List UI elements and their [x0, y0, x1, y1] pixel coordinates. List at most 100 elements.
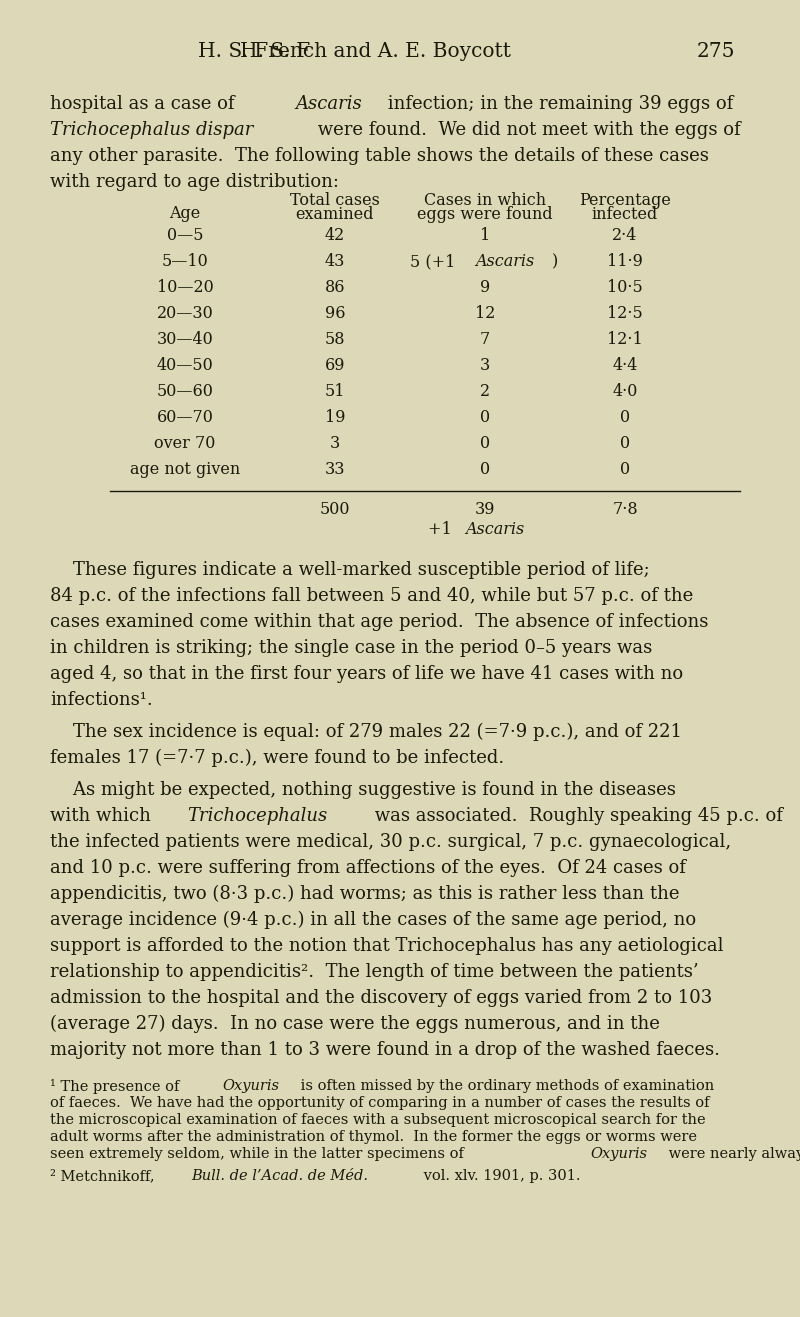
- Text: in children is striking; the single case in the period 0–5 years was: in children is striking; the single case…: [50, 639, 652, 657]
- Text: average incidence (9·4 p.c.) in all the cases of the same age period, no: average incidence (9·4 p.c.) in all the …: [50, 911, 696, 930]
- Text: examined: examined: [296, 205, 374, 223]
- Text: 69: 69: [325, 357, 346, 374]
- Text: adult worms after the administration of thymol.  In the former the eggs or worms: adult worms after the administration of …: [50, 1130, 697, 1144]
- Text: 2·4: 2·4: [612, 227, 638, 244]
- Text: appendicitis, two (8·3 p.c.) had worms; as this is rather less than the: appendicitis, two (8·3 p.c.) had worms; …: [50, 885, 679, 903]
- Text: 12: 12: [475, 306, 495, 321]
- Text: Percentage: Percentage: [579, 192, 671, 209]
- Text: is often missed by the ordinary methods of examination: is often missed by the ordinary methods …: [297, 1079, 714, 1093]
- Text: admission to the hospital and the discovery of eggs varied from 2 to 103: admission to the hospital and the discov…: [50, 989, 712, 1008]
- Text: 275: 275: [697, 42, 735, 61]
- Text: eggs were found: eggs were found: [417, 205, 553, 223]
- Text: Oxyuris: Oxyuris: [590, 1147, 647, 1162]
- Text: with which: with which: [50, 807, 157, 824]
- Text: age not given: age not given: [130, 461, 240, 478]
- Text: Bull. de l’Acad. de Méd.: Bull. de l’Acad. de Méd.: [191, 1169, 368, 1183]
- Text: relationship to appendicitis².  The length of time between the patients’: relationship to appendicitis². The lengt…: [50, 963, 698, 981]
- Text: 51: 51: [325, 383, 346, 400]
- Text: Cases in which: Cases in which: [424, 192, 546, 209]
- Text: vol. xlv. 1901, p. 301.: vol. xlv. 1901, p. 301.: [419, 1169, 581, 1183]
- Text: aged 4, so that in the first four years of life we have 41 cases with no: aged 4, so that in the first four years …: [50, 665, 683, 684]
- Text: 3: 3: [330, 435, 340, 452]
- Text: Trichocephalus: Trichocephalus: [187, 807, 328, 824]
- Text: ¹ The presence of: ¹ The presence of: [50, 1079, 184, 1094]
- Text: were found.  We did not meet with the eggs of: were found. We did not meet with the egg…: [313, 121, 741, 140]
- Text: 1: 1: [480, 227, 490, 244]
- Text: 43: 43: [325, 253, 345, 270]
- Text: were nearly always found.: were nearly always found.: [663, 1147, 800, 1162]
- Text: As might be expected, nothing suggestive is found in the diseases: As might be expected, nothing suggestive…: [50, 781, 676, 799]
- Text: 10·5: 10·5: [607, 279, 643, 296]
- Text: Ascaris: Ascaris: [475, 253, 534, 270]
- Text: 4·0: 4·0: [612, 383, 638, 400]
- Text: Trichocephalus dispar: Trichocephalus dispar: [50, 121, 254, 140]
- Text: H. S. F: H. S. F: [240, 42, 310, 61]
- Text: 0: 0: [620, 461, 630, 478]
- Text: 12·1: 12·1: [607, 331, 643, 348]
- Text: hospital as a case of: hospital as a case of: [50, 95, 240, 113]
- Text: 5 (+1: 5 (+1: [0, 253, 50, 270]
- Text: 20—30: 20—30: [157, 306, 214, 321]
- Text: 30—40: 30—40: [157, 331, 214, 348]
- Text: infected: infected: [592, 205, 658, 223]
- Text: 7·8: 7·8: [612, 500, 638, 518]
- Text: Ascaris: Ascaris: [0, 253, 59, 270]
- Text: 84 p.c. of the infections fall between 5 and 40, while but 57 p.c. of the: 84 p.c. of the infections fall between 5…: [50, 587, 694, 605]
- Text: over 70: over 70: [154, 435, 216, 452]
- Text: +1: +1: [0, 522, 29, 539]
- Text: seen extremely seldom, while in the latter specimens of: seen extremely seldom, while in the latt…: [50, 1147, 469, 1162]
- Text: 10—20: 10—20: [157, 279, 214, 296]
- Text: 86: 86: [325, 279, 346, 296]
- Text: 42: 42: [325, 227, 345, 244]
- Text: Age: Age: [170, 205, 201, 223]
- Text: 0—5: 0—5: [166, 227, 203, 244]
- Text: (average 27) days.  In no case were the eggs numerous, and in the: (average 27) days. In no case were the e…: [50, 1015, 660, 1034]
- Text: ² Metchnikoff,: ² Metchnikoff,: [50, 1169, 159, 1183]
- Text: 5 (+1: 5 (+1: [410, 253, 461, 270]
- Text: 3: 3: [480, 357, 490, 374]
- Text: 12·5: 12·5: [607, 306, 643, 321]
- Text: H. S. French and A. E. Boycott: H. S. French and A. E. Boycott: [198, 42, 511, 61]
- Text: 0: 0: [480, 461, 490, 478]
- Text: the microscopical examination of faeces with a subsequent microscopical search f: the microscopical examination of faeces …: [50, 1113, 706, 1127]
- Text: 0: 0: [480, 410, 490, 425]
- Text: the infected patients were medical, 30 p.c. surgical, 7 p.c. gynaecological,: the infected patients were medical, 30 p…: [50, 832, 731, 851]
- Text: 40—50: 40—50: [157, 357, 214, 374]
- Text: infection; in the remaining 39 eggs of: infection; in the remaining 39 eggs of: [382, 95, 733, 113]
- Text: ): ): [0, 253, 6, 270]
- Text: These figures indicate a well-marked susceptible period of life;: These figures indicate a well-marked sus…: [50, 561, 650, 579]
- Text: ): ): [552, 253, 558, 270]
- Text: 11·9: 11·9: [607, 253, 643, 270]
- Text: support is afforded to the notion that Trichocephalus has any aetiological: support is afforded to the notion that T…: [50, 936, 723, 955]
- Text: infections¹.: infections¹.: [50, 691, 153, 709]
- Text: +1: +1: [428, 522, 457, 539]
- Text: any other parasite.  The following table shows the details of these cases: any other parasite. The following table …: [50, 148, 709, 165]
- Text: 50—60: 50—60: [157, 383, 214, 400]
- Text: 96: 96: [325, 306, 346, 321]
- Text: with regard to age distribution:: with regard to age distribution:: [50, 173, 339, 191]
- Text: 5—10: 5—10: [162, 253, 208, 270]
- Text: 0: 0: [620, 435, 630, 452]
- Text: The sex incidence is equal: of 279 males 22 (=7·9 p.c.), and of 221: The sex incidence is equal: of 279 males…: [50, 723, 682, 741]
- Text: and 10 p.c. were suffering from affections of the eyes.  Of 24 cases of: and 10 p.c. were suffering from affectio…: [50, 859, 686, 877]
- Text: 0: 0: [480, 435, 490, 452]
- Text: 9: 9: [480, 279, 490, 296]
- Text: 58: 58: [325, 331, 346, 348]
- Text: cases examined come within that age period.  The absence of infections: cases examined come within that age peri…: [50, 612, 708, 631]
- Text: 500: 500: [320, 500, 350, 518]
- Text: Ascaris: Ascaris: [0, 522, 59, 539]
- Text: 19: 19: [325, 410, 346, 425]
- Text: 0: 0: [620, 410, 630, 425]
- Text: 2: 2: [480, 383, 490, 400]
- Text: Ascaris: Ascaris: [466, 522, 525, 539]
- Text: 7: 7: [480, 331, 490, 348]
- Text: Oxyuris: Oxyuris: [223, 1079, 280, 1093]
- Text: was associated.  Roughly speaking 45 p.c. of: was associated. Roughly speaking 45 p.c.…: [369, 807, 782, 824]
- Text: majority not more than 1 to 3 were found in a drop of the washed faeces.: majority not more than 1 to 3 were found…: [50, 1040, 720, 1059]
- Text: 4·4: 4·4: [612, 357, 638, 374]
- Text: of faeces.  We have had the opportunity of comparing in a number of cases the re: of faeces. We have had the opportunity o…: [50, 1096, 710, 1110]
- Text: females 17 (=7·7 p.c.), were found to be infected.: females 17 (=7·7 p.c.), were found to be…: [50, 749, 504, 768]
- Text: Ascaris: Ascaris: [295, 95, 362, 113]
- Text: 39: 39: [474, 500, 495, 518]
- Text: 33: 33: [325, 461, 346, 478]
